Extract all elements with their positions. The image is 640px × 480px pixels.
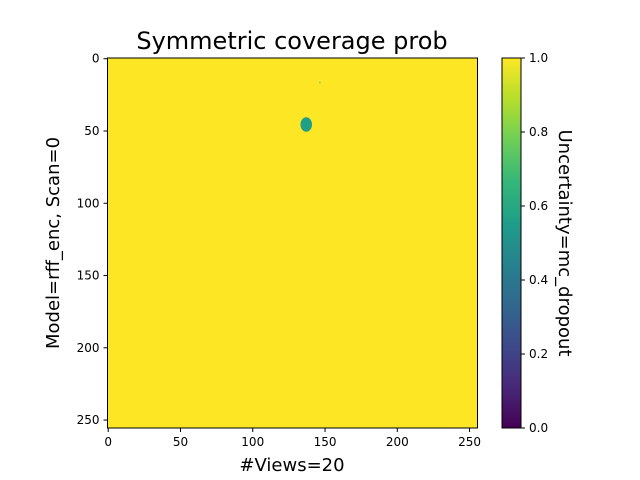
y-tick-label: 50 xyxy=(84,124,99,138)
colorbar-tick-label: 1.0 xyxy=(529,51,548,65)
heatmap-region-0 xyxy=(300,117,313,132)
y-tick-label: 200 xyxy=(77,341,100,355)
y-tick-label: 100 xyxy=(77,196,100,210)
colorbar-tick-label: 0.6 xyxy=(529,199,548,213)
colorbar-label: Uncertainty=mc_dropout xyxy=(554,129,575,356)
x-tick-label: 150 xyxy=(314,435,337,449)
heatmap-background xyxy=(107,58,478,428)
x-tick-label: 100 xyxy=(241,435,264,449)
chart-title: Symmetric coverage prob xyxy=(136,27,447,55)
y-tick-label: 150 xyxy=(77,269,100,283)
colorbar-tick-label: 0.8 xyxy=(529,125,548,139)
y-axis-label: Model=rff_enc, Scan=0 xyxy=(43,137,64,349)
heatmap-regions xyxy=(300,81,321,132)
colorbar-gradient xyxy=(501,57,522,429)
y-axis-ticks: 0 50 100 150 200 250 xyxy=(77,52,108,427)
heatmap-point-1 xyxy=(319,81,321,84)
colorbar: 0.0 0.2 0.4 0.6 0.8 1.0 Uncertainty=mc_dropou… xyxy=(501,51,575,435)
x-axis-ticks: 0 50 100 150 200 250 xyxy=(104,428,481,449)
colorbar-tick-label: 0.4 xyxy=(529,273,548,287)
x-tick-label: 200 xyxy=(386,435,409,449)
x-tick-label: 0 xyxy=(104,435,112,449)
plot-frame xyxy=(107,57,478,429)
heatmap-plot xyxy=(107,57,478,429)
x-tick-label: 250 xyxy=(458,435,481,449)
x-tick-label: 50 xyxy=(173,435,188,449)
colorbar-tick-label: 0.2 xyxy=(529,347,548,361)
colorbar-ticks: 0.0 0.2 0.4 0.6 0.8 1.0 xyxy=(521,51,548,435)
y-tick-label: 250 xyxy=(77,413,100,427)
y-tick-label: 0 xyxy=(92,52,100,66)
colorbar-tick-label: 0.0 xyxy=(529,421,548,435)
x-axis-label: #Views=20 xyxy=(239,455,344,476)
